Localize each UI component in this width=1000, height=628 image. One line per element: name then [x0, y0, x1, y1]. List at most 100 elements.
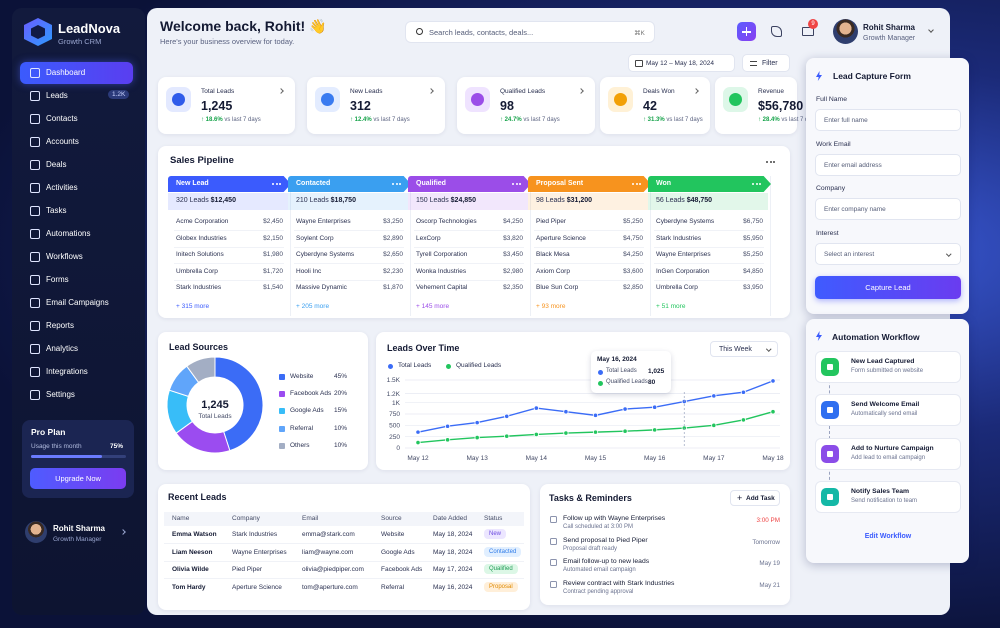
deal-name[interactable]: Soylent Corp	[296, 234, 334, 242]
deal-name[interactable]: Globex Industries	[176, 234, 227, 242]
lead-form-title: Lead Capture Form	[833, 71, 911, 81]
kpi-chevron	[578, 88, 584, 94]
nav-item[interactable]: Contacts	[20, 108, 133, 130]
plan-usage-title: Usage this month	[31, 443, 82, 450]
nav-item[interactable]: Leads 1.2K	[20, 85, 133, 107]
deal-name[interactable]: Initech Solutions	[176, 251, 224, 259]
task-checkbox[interactable]	[550, 580, 557, 588]
nav-item[interactable]: Forms	[20, 269, 133, 291]
date-range[interactable]: May 12 – May 18, 2024	[628, 54, 735, 72]
workflow-step[interactable]	[815, 351, 961, 383]
nav-item[interactable]: Dashboard	[20, 62, 133, 84]
deal-name[interactable]: Blue Sun Corp	[536, 284, 579, 292]
kpi-card[interactable]: Total Leads 1,245 ↑ 18.6% vs last 7 days	[158, 77, 295, 134]
task-checkbox[interactable]	[550, 559, 557, 566]
deal-name[interactable]: Umbrella Corp	[176, 267, 218, 275]
deal-name[interactable]: InGen Corporation	[656, 267, 710, 275]
deal-name[interactable]: Stark Industries	[656, 234, 702, 242]
deal-name[interactable]: Vehement Capital	[416, 284, 468, 292]
workflow-step[interactable]	[815, 437, 961, 470]
field-input[interactable]: Enter full name	[815, 109, 961, 131]
nav-item[interactable]: Integrations	[20, 361, 133, 383]
stage-more[interactable]: + 315 more	[176, 303, 210, 310]
nav-item[interactable]: Email Campaigns	[20, 292, 133, 314]
table-cell[interactable]: Olivia Wilde	[172, 566, 209, 573]
deal-name[interactable]: Stark Industries	[176, 284, 222, 292]
task-note: Proposal draft ready	[563, 545, 618, 552]
field-input[interactable]: Enter email address	[815, 153, 961, 176]
stage-header[interactable]	[168, 176, 291, 192]
kpi-card[interactable]: Deals Won 42 ↑ 31.3% vs last 7 days	[600, 77, 710, 134]
workflow-step[interactable]	[815, 480, 961, 513]
table-cell[interactable]: Emma Watson	[172, 531, 217, 538]
nav-item[interactable]: Automations	[20, 223, 133, 245]
nav-item[interactable]: Activities	[20, 177, 133, 199]
deal-name[interactable]: Axiom Corp	[536, 267, 570, 275]
step-icon-glyph	[827, 364, 833, 370]
stage-header[interactable]	[408, 176, 531, 192]
task-note: Contract pending approval	[563, 588, 634, 595]
table-cell[interactable]: Tom Hardy	[172, 583, 206, 591]
nav-icon	[30, 68, 40, 78]
stage-header[interactable]	[528, 176, 651, 192]
task-checkbox[interactable]	[550, 537, 557, 545]
range-select[interactable]: This Week	[710, 341, 778, 357]
deal-name[interactable]: Acme Corporation	[176, 218, 229, 225]
deal-name[interactable]: LexCorp	[416, 234, 441, 242]
stage-more[interactable]: + 51 more	[656, 303, 686, 310]
deal-name[interactable]: Wayne Enterprises	[296, 218, 351, 225]
edit-workflow[interactable]: Edit Workflow	[864, 533, 912, 540]
capture-button[interactable]: Capture Lead	[815, 276, 961, 299]
calendar-icon	[635, 60, 643, 67]
nav-item[interactable]: Settings	[20, 384, 133, 406]
kpi-card[interactable]: Revenue $56,780 ↑ 28.4% vs last 7 days	[715, 77, 818, 134]
nav-item[interactable]: Workflows	[20, 246, 133, 268]
deal-name[interactable]: Black Mesa	[536, 251, 570, 259]
task-checkbox[interactable]	[550, 516, 557, 523]
deal-name[interactable]: Cyberdyne Systems	[296, 251, 355, 259]
deal-amount: $3,600	[623, 267, 643, 275]
nav-item[interactable]: Reports	[20, 315, 133, 337]
stage-more[interactable]: + 145 more	[416, 303, 450, 310]
deal-amount: $5,250	[743, 251, 763, 259]
nav-item[interactable]: Deals	[20, 154, 133, 176]
kpi-value: $56,780	[758, 99, 804, 113]
field-input[interactable]: Enter company name	[815, 198, 961, 221]
deal-name[interactable]: Hooli Inc	[296, 267, 322, 275]
kpi-card[interactable]: Qualified Leads 98 ↑ 24.7% vs last 7 days	[457, 77, 595, 134]
deal-name[interactable]: Umbrella Corp	[656, 284, 698, 292]
deal-name[interactable]: Wonka Industries	[416, 267, 467, 275]
deal-name[interactable]: Wayne Enterprises	[656, 251, 711, 259]
mail-icon[interactable]	[802, 27, 814, 36]
add-task-button[interactable]: + Add Task	[730, 490, 780, 506]
table-cell: Website	[381, 531, 405, 538]
deal-divider	[414, 263, 524, 265]
deal-name[interactable]: Pied Piper	[536, 218, 566, 225]
step-icon-glyph	[827, 450, 833, 457]
deal-divider	[294, 279, 404, 281]
deal-name[interactable]: Oscorp Technologies	[416, 218, 477, 225]
nav-item[interactable]: Accounts	[20, 131, 133, 153]
nav-item[interactable]: Analytics	[20, 338, 133, 360]
stage-more[interactable]: + 205 more	[296, 303, 330, 310]
search-box[interactable]: Search leads, contacts, deals... ⌘K	[405, 21, 655, 43]
stage-header[interactable]	[648, 176, 771, 192]
upgrade-button[interactable]: Upgrade Now	[30, 468, 126, 489]
field-input[interactable]: Select an interest	[815, 242, 961, 265]
workflow-step[interactable]	[815, 394, 961, 427]
phone-icon[interactable]	[771, 26, 782, 37]
table-cell[interactable]: Liam Neeson	[172, 548, 213, 556]
stage-summary	[648, 193, 768, 210]
deal-name[interactable]: Aperture Science	[536, 234, 586, 242]
stage-more[interactable]: + 93 more	[536, 303, 566, 310]
deal-name[interactable]: Cyberdyne Systems	[656, 218, 715, 225]
deal-name[interactable]: Tyrell Corporation	[416, 251, 468, 259]
step-note: Add lead to email campaign	[851, 454, 926, 461]
deal-name[interactable]: Massive Dynamic	[296, 284, 347, 292]
filter-button[interactable]: Filter	[742, 54, 790, 72]
add-button[interactable]	[737, 22, 756, 41]
nav-icon	[30, 91, 40, 101]
nav-item[interactable]: Tasks	[20, 200, 133, 222]
kpi-card[interactable]: New Leads 312 ↑ 12.4% vs last 7 days	[307, 77, 445, 134]
stage-header[interactable]	[288, 176, 411, 192]
